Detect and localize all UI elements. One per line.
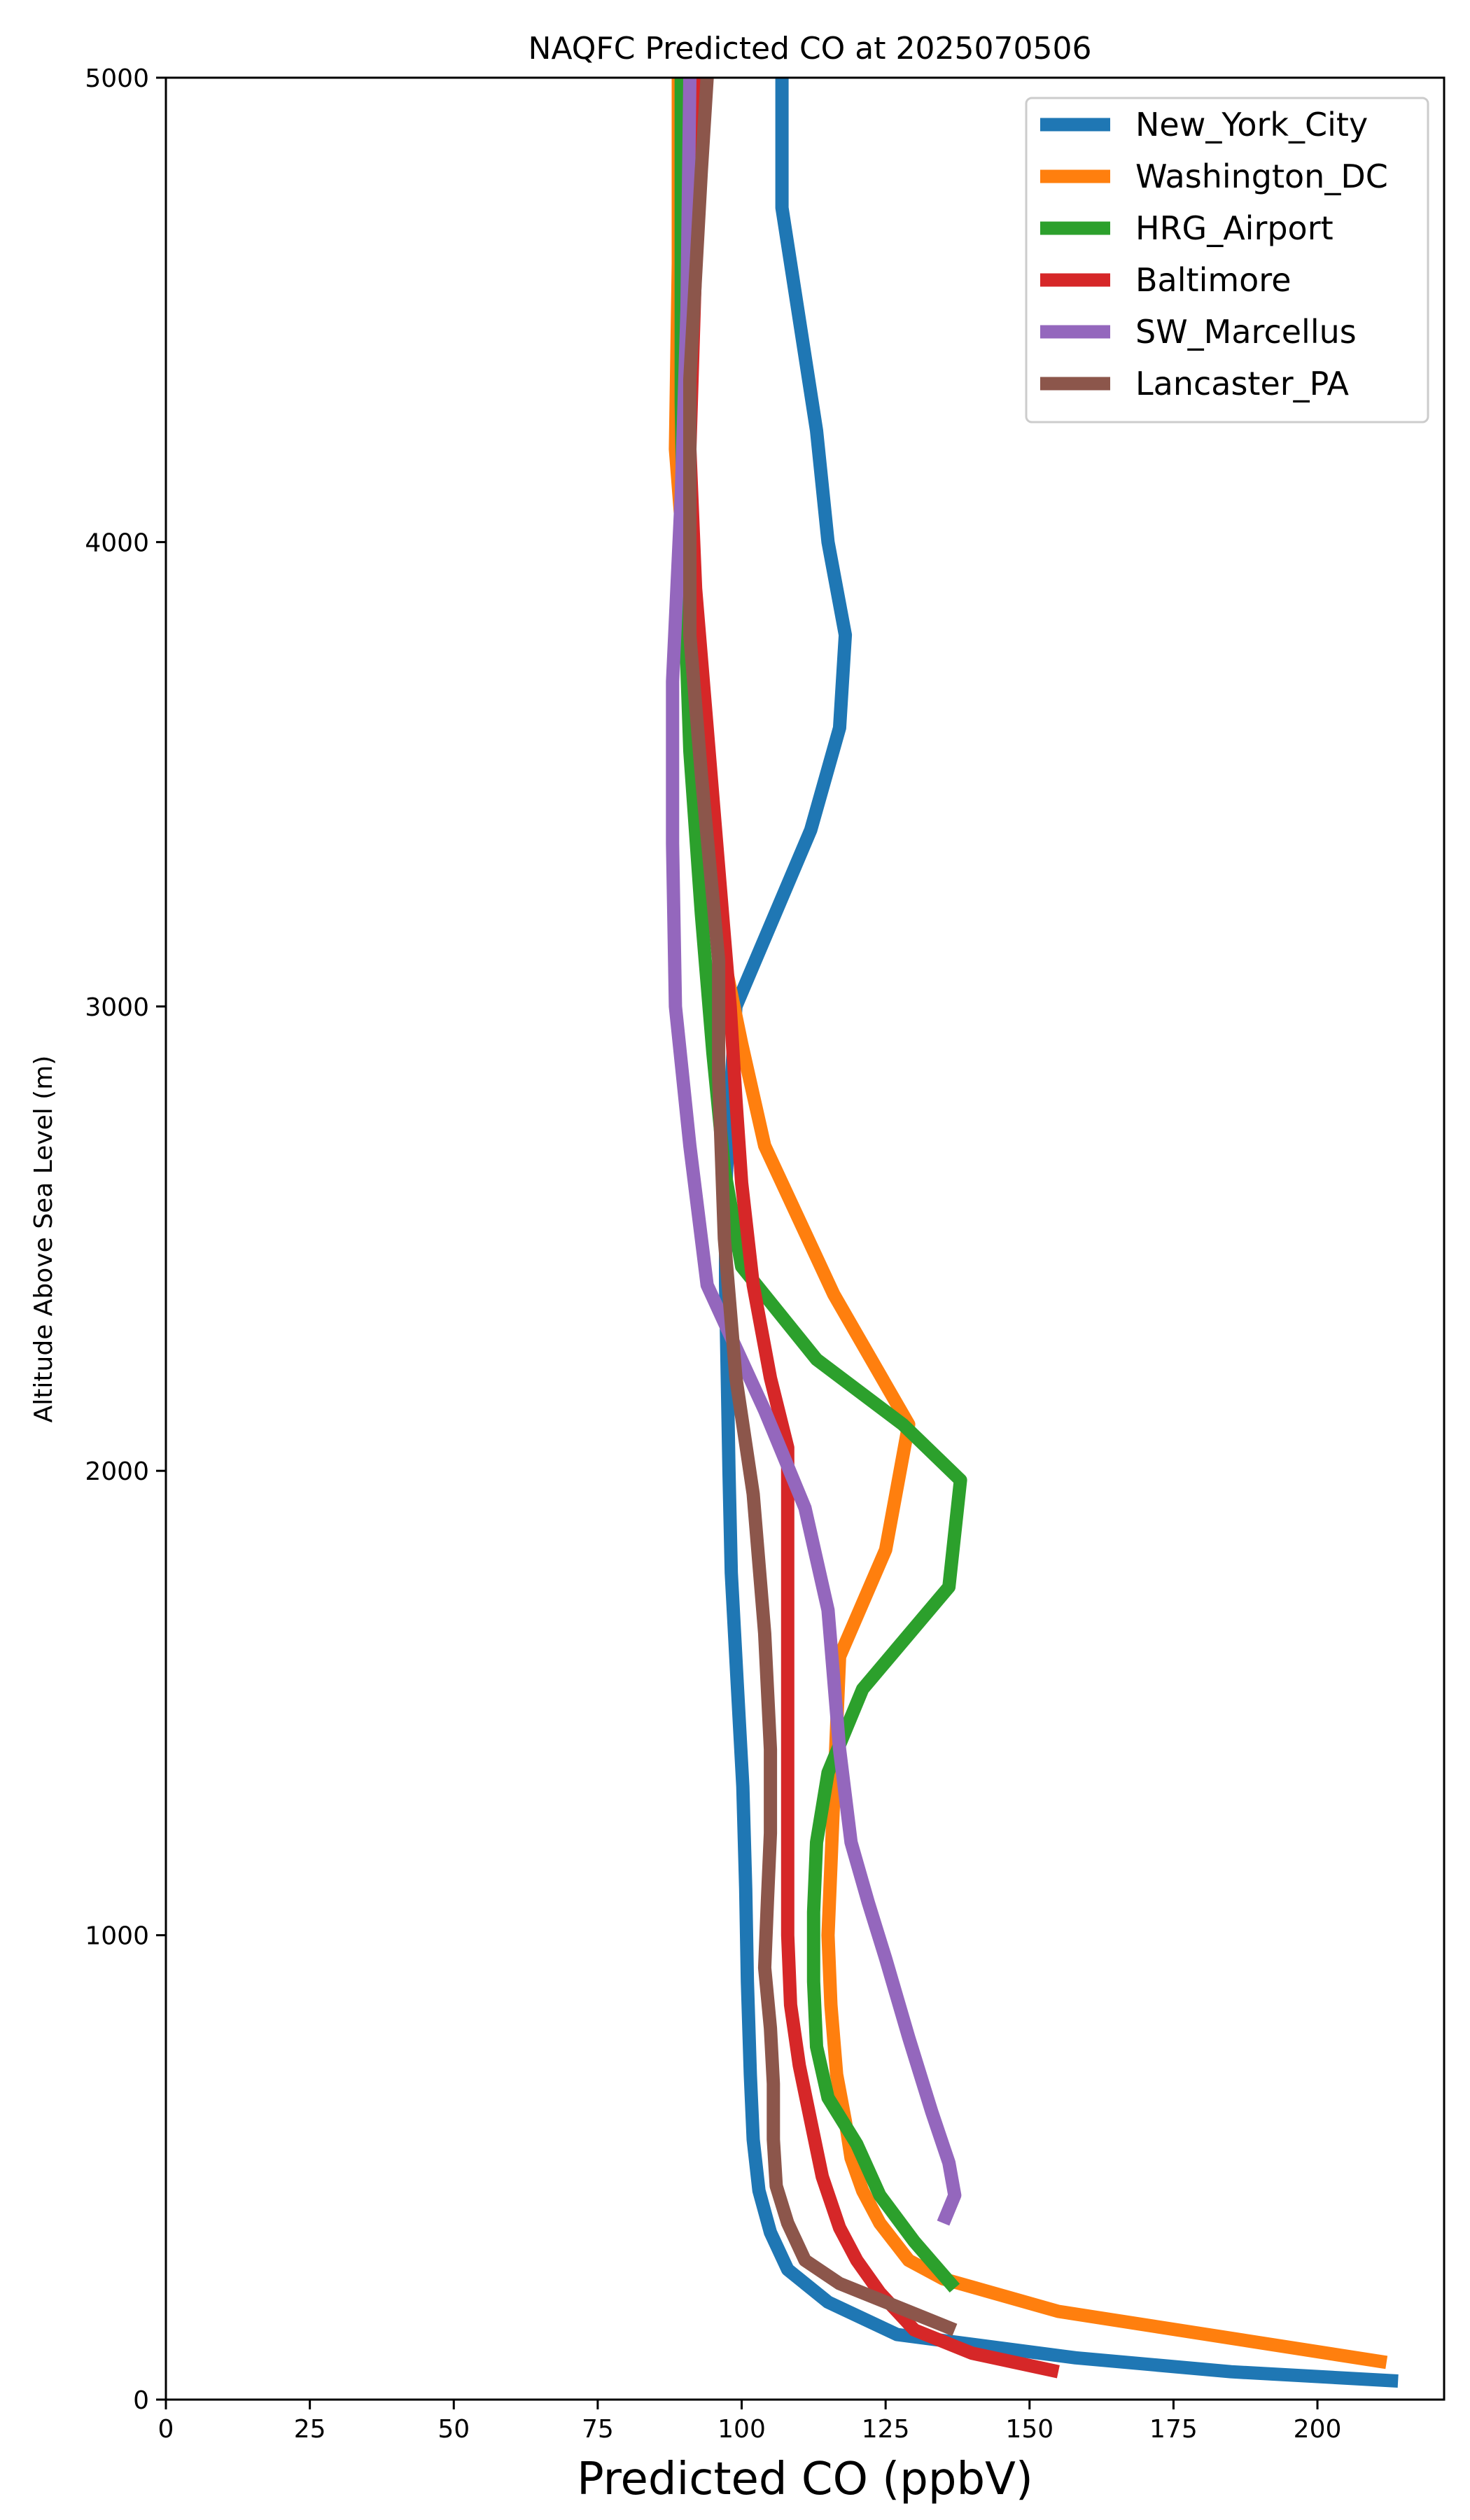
y-tick-label: 2000 <box>85 1457 149 1486</box>
plot-frame <box>164 76 1446 2401</box>
x-tick-label: 25 <box>294 2415 326 2444</box>
y-tick-label: 3000 <box>85 993 149 1022</box>
series-layer <box>666 77 1399 2388</box>
y-axis-label: Altitude Above Sea Level (m) <box>29 1056 58 1423</box>
legend-label: Baltimore <box>1135 261 1292 299</box>
x-tick-label: 0 <box>158 2415 174 2444</box>
legend-label: Lancaster_PA <box>1135 365 1349 402</box>
series-line-sw-marcellus <box>666 77 962 2226</box>
y-tick-label: 5000 <box>85 64 149 93</box>
legend-frame <box>1025 97 1429 424</box>
y-tick-label: 4000 <box>85 528 149 557</box>
series-line-lancaster-pa <box>683 77 958 2337</box>
x-axis-label: Predicted CO (ppbV) <box>577 2454 1033 2505</box>
chart-title: NAQFC Predicted CO at 2025070506 <box>528 31 1092 66</box>
x-tick-label: 200 <box>1294 2415 1342 2444</box>
x-tick-label: 50 <box>438 2415 470 2444</box>
legend-label: Washington_DC <box>1135 158 1388 195</box>
legend-entries: New_York_City Washington_DC HRG_Airport Bal… <box>1040 106 1388 402</box>
y-tick-label: 1000 <box>85 1922 149 1951</box>
series-line-hrg-airport <box>674 78 967 2293</box>
x-axis: 0 25 50 75 100 125 150 175 200 <box>158 2400 1342 2444</box>
x-tick-label: 75 <box>582 2415 614 2444</box>
legend: New_York_City Washington_DC HRG_Airport Bal… <box>1025 97 1429 424</box>
legend-label: HRG_Airport <box>1135 209 1334 247</box>
x-tick-label: 175 <box>1149 2415 1198 2444</box>
y-tick-label: 0 <box>133 2386 149 2415</box>
y-axis: 0 1000 2000 3000 4000 5000 <box>85 64 166 2415</box>
x-tick-label: 100 <box>718 2415 766 2444</box>
legend-label: SW_Marcellus <box>1135 313 1357 351</box>
x-tick-label: 150 <box>1005 2415 1054 2444</box>
legend-label: New_York_City <box>1135 106 1368 144</box>
series-line-new-york-city <box>719 78 1399 2388</box>
x-tick-label: 125 <box>862 2415 910 2444</box>
series-line-baltimore <box>683 77 1060 2379</box>
